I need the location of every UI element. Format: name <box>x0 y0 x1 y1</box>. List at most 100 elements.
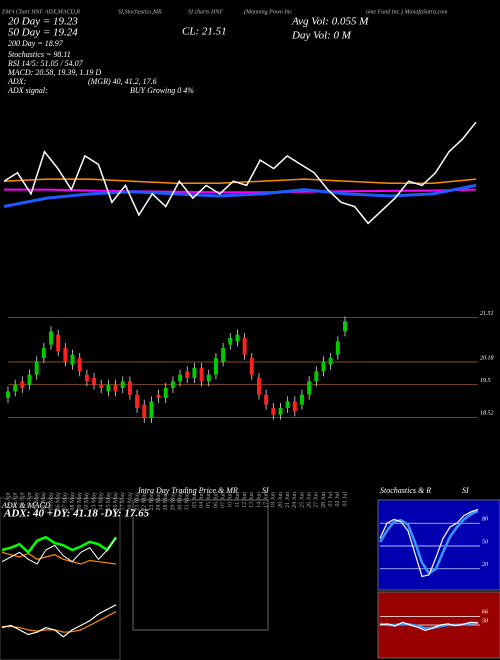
candle-body <box>199 368 204 382</box>
line-series <box>2 611 117 633</box>
stat: Stochastics = 98.11 <box>8 50 71 59</box>
candle-body <box>285 401 290 408</box>
stat: RSI 14/5: 51.05 / 54.07 <box>7 59 84 68</box>
candle-body <box>106 384 111 392</box>
candle-body <box>92 378 97 385</box>
candle-body <box>242 338 247 355</box>
x-tick-label: 20 Jun <box>278 492 284 508</box>
x-tick-label: 01 Jul <box>328 492 334 507</box>
candle-body <box>84 374 89 382</box>
x-tick-label: 23 May <box>149 492 155 511</box>
panel-title: ADX & MACD <box>1 501 51 510</box>
x-tick-label: 28 May <box>163 492 169 511</box>
line-series <box>1 604 117 638</box>
candle-body <box>77 358 82 372</box>
x-tick-label: 15 May <box>106 492 112 511</box>
candle-body <box>328 358 333 365</box>
panel-title: Stochastics & R <box>380 486 431 495</box>
line-series <box>3 178 477 185</box>
candle-body <box>163 388 168 398</box>
y-tick-label: 66 <box>482 610 488 616</box>
panel-title: SI <box>462 486 469 495</box>
x-tick-label: 03 Jul <box>342 492 348 507</box>
x-tick-label: 17 Jun <box>264 492 270 508</box>
x-tick-label: 13 Jun <box>249 492 255 508</box>
candle-body <box>170 381 175 388</box>
x-tick-label: 06 Jun <box>213 492 219 508</box>
y-tick-label: 50 <box>482 618 488 624</box>
candle-body <box>314 371 319 382</box>
x-tick-label: 14 May <box>99 492 105 511</box>
intraday-frame <box>132 499 269 631</box>
line-series <box>1 535 118 555</box>
x-tick-label: 22 May <box>142 492 148 511</box>
x-tick-label: 25 Jun <box>299 492 305 508</box>
candle-body <box>228 338 233 345</box>
x-tick-label: 14 Jun <box>256 492 262 508</box>
x-tick-label: 29 Apr <box>20 492 26 509</box>
x-tick-label: 21 Jun <box>285 492 291 508</box>
stat: ADX: <box>7 77 27 86</box>
x-tick-label: 21 May <box>134 492 140 511</box>
candle-body <box>271 408 276 415</box>
x-tick-label: 11 Jun <box>235 492 241 508</box>
candle-body <box>221 348 226 362</box>
candle-body <box>300 394 304 405</box>
candle-body <box>278 408 283 415</box>
candle-body <box>56 334 61 352</box>
line-series <box>1 551 117 565</box>
header-title: (Manning Pown Inc <box>244 8 292 15</box>
x-tick-label: 16 May <box>113 492 119 511</box>
x-tick-label: 30 May <box>177 492 183 511</box>
candle-body <box>120 381 125 388</box>
line-series <box>3 183 477 208</box>
candle-body <box>63 348 68 362</box>
y-tick-label: 19.5 <box>480 378 491 384</box>
line-series <box>379 621 479 632</box>
candle-body <box>149 401 154 418</box>
stat: 200 Day = 18.97 <box>8 39 64 48</box>
candle-body <box>142 404 147 418</box>
x-tick-label: 26 Jun <box>307 492 313 508</box>
candle-body <box>192 368 197 378</box>
candle-body <box>256 378 261 395</box>
annotation: ADX: 40 +DY: 41.18 -DY: 17.65 <box>3 508 150 520</box>
x-tick-label: 05 Jun <box>206 492 212 508</box>
line-series <box>3 121 477 225</box>
candle-body <box>213 358 218 375</box>
header-title: SI charts HNF <box>188 9 223 15</box>
stat: BUY Growing 0 4% <box>130 86 194 95</box>
candle-body <box>127 381 132 395</box>
y-tick-label: 18.52 <box>480 411 494 417</box>
x-tick-label: 25 Apr <box>5 492 11 509</box>
y-tick-label: 20.18 <box>480 355 494 361</box>
y-tick-label: 21.51 <box>480 311 494 317</box>
candle-body <box>185 371 190 378</box>
x-tick-label: 17 May <box>120 492 126 511</box>
x-tick-label: 20 May <box>127 492 133 511</box>
y-tick-label: 20 <box>482 562 488 568</box>
x-tick-label: 10 Jun <box>228 492 234 508</box>
x-tick-label: 29 May <box>170 492 176 511</box>
candle-body <box>178 374 183 382</box>
x-tick-label: 07 May <box>63 492 69 511</box>
x-tick-label: 13 May <box>91 492 97 511</box>
x-tick-label: 24 Jun <box>292 492 298 508</box>
candle-body <box>6 391 10 398</box>
avg-volume: Avg Vol: 0.055 M <box>291 16 369 28</box>
x-tick-label: 06 May <box>56 492 62 511</box>
x-tick-label: 30 Apr <box>27 492 33 509</box>
candle-body <box>41 348 46 358</box>
stochastics-panel <box>377 499 500 591</box>
x-tick-label: 07 Jun <box>220 492 226 508</box>
stat: MACD: 20.58, 19.39, 1.19 D <box>7 68 101 77</box>
x-tick-label: 01 May <box>34 492 40 511</box>
header-title: EMA Chart HNF ADX,MACD,R <box>1 9 80 15</box>
x-tick-label: 28 Jun <box>321 492 327 508</box>
day-volume: Day Vol: 0 M <box>291 30 352 42</box>
x-tick-label: 08 May <box>70 492 76 511</box>
candle-body <box>70 354 75 365</box>
candle-body <box>264 394 269 405</box>
